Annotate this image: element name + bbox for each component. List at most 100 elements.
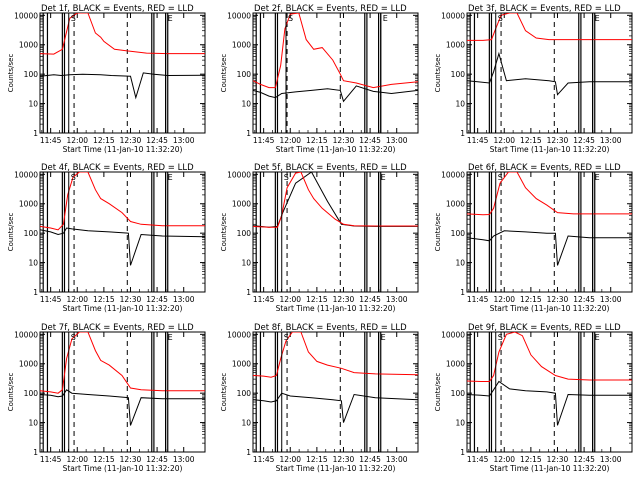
panel-title: Det 3f, BLACK = Events, RED = LLD [468, 4, 621, 14]
panel-title: Det 8f, BLACK = Events, RED = LLD [254, 323, 407, 333]
marker-label: E [595, 173, 600, 182]
y-axis-label: Counts/sec [434, 213, 442, 252]
y-tick-label: 1000 [232, 41, 251, 50]
x-tick-label: 11:45 [40, 455, 62, 464]
y-tick-label: 10 [28, 419, 38, 428]
y-tick-label: 100 [451, 70, 466, 79]
x-tick-label: 11:45 [467, 295, 489, 304]
y-tick-label: 10 [455, 259, 465, 268]
panel-title: Det 1f, BLACK = Events, RED = LLD [41, 4, 194, 14]
y-tick-label: 10000 [227, 11, 251, 20]
panel-title: Det 5f, BLACK = Events, RED = LLD [254, 163, 407, 173]
x-axis-label: Start Time (11-Jan-10 11:32:20) [490, 464, 610, 473]
x-axis-label: Start Time (11-Jan-10 11:32:20) [63, 464, 183, 473]
x-tick-label: 13:00 [173, 295, 195, 304]
panel-title: Det 7f, BLACK = Events, RED = LLD [41, 323, 194, 333]
x-tick-label: 11:45 [467, 136, 489, 145]
plot-area [253, 332, 418, 452]
marker-label: S [71, 173, 76, 182]
detector-panel-5: Det 5f, BLACK = Events, RED = LLD 1 10 100 1… [220, 163, 419, 313]
x-tick-label: 12:30 [547, 295, 569, 304]
x-tick-label: 12:15 [306, 455, 328, 464]
y-tick-label: 1 [460, 129, 465, 138]
x-axis-label: Start Time (11-Jan-10 11:32:20) [490, 145, 610, 154]
series-line-events [253, 85, 418, 103]
series-line-events [467, 380, 632, 426]
y-tick-label: 1 [246, 129, 251, 138]
marker-label: S [71, 333, 76, 342]
y-axis-label: Counts/sec [220, 213, 228, 252]
y-tick-label: 10 [28, 259, 38, 268]
plot-area [253, 13, 418, 133]
x-tick-label: 12:30 [333, 295, 355, 304]
plot-frame [252, 331, 419, 453]
x-tick-label: 13:00 [600, 455, 622, 464]
y-tick-label: 10 [241, 419, 251, 428]
x-tick-label: 12:15 [520, 136, 542, 145]
marker-label: E [168, 14, 173, 23]
plot-frame [39, 12, 206, 134]
plot-frame [39, 331, 206, 453]
series-line-events [40, 72, 205, 100]
plot-frame [466, 12, 633, 134]
x-tick-label: 12:00 [66, 295, 88, 304]
marker-label: S [498, 14, 503, 23]
y-tick-label: 1 [460, 448, 465, 457]
y-tick-label: 100 [451, 389, 466, 398]
marker-label: S [498, 333, 503, 342]
y-tick-label: 1 [33, 129, 38, 138]
plot-frame [39, 171, 206, 293]
y-axis-label: Counts/sec [434, 373, 442, 412]
marker-label: S [71, 14, 76, 23]
y-tick-label: 100 [24, 70, 39, 79]
x-tick-label: 12:00 [493, 455, 515, 464]
x-axis-label: Start Time (11-Jan-10 11:32:20) [276, 464, 396, 473]
x-axis-label: Start Time (11-Jan-10 11:32:20) [63, 145, 183, 154]
series-line-events [467, 230, 632, 266]
x-tick-label: 12:30 [120, 295, 142, 304]
plot-area [467, 13, 632, 133]
x-axis-label: Start Time (11-Jan-10 11:32:20) [276, 304, 396, 313]
marker-label: E [381, 333, 386, 342]
series-line-events [253, 392, 418, 423]
x-tick-label: 11:45 [40, 295, 62, 304]
y-tick-label: 100 [24, 229, 39, 238]
y-tick-label: 1000 [232, 360, 251, 369]
series-line-events [40, 389, 205, 426]
x-tick-label: 12:30 [547, 455, 569, 464]
x-tick-label: 13:00 [386, 136, 408, 145]
x-tick-label: 12:15 [306, 295, 328, 304]
x-axis-label: Start Time (11-Jan-10 11:32:20) [490, 304, 610, 313]
y-tick-label: 100 [237, 70, 252, 79]
series-line-events [40, 227, 205, 266]
x-tick-label: 11:45 [253, 455, 275, 464]
x-tick-label: 13:00 [600, 295, 622, 304]
x-tick-label: 12:15 [93, 455, 115, 464]
y-tick-label: 100 [24, 389, 39, 398]
x-tick-label: 12:45 [359, 455, 381, 464]
y-tick-label: 10000 [441, 170, 465, 179]
x-tick-label: 12:15 [520, 295, 542, 304]
series-line-lld [467, 332, 632, 382]
y-axis-label: Counts/sec [7, 373, 15, 412]
y-tick-label: 1 [33, 288, 38, 297]
detector-panel-2: Det 2f, BLACK = Events, RED = LLD 1 10 100 1… [220, 4, 419, 154]
x-tick-label: 12:45 [359, 295, 381, 304]
panel-title: Det 6f, BLACK = Events, RED = LLD [468, 163, 621, 173]
x-tick-label: 12:00 [493, 295, 515, 304]
y-tick-label: 10000 [14, 170, 38, 179]
y-tick-label: 1 [33, 448, 38, 457]
y-tick-label: 10 [28, 100, 38, 109]
x-tick-label: 11:45 [40, 136, 62, 145]
x-tick-label: 12:45 [573, 295, 595, 304]
detector-panel-1: Det 1f, BLACK = Events, RED = LLD 1 10 100 1… [7, 4, 206, 154]
y-tick-label: 10 [455, 419, 465, 428]
y-tick-label: 10000 [227, 330, 251, 339]
x-tick-label: 12:30 [333, 455, 355, 464]
y-tick-label: 10000 [14, 11, 38, 20]
marker-label: E [595, 333, 600, 342]
x-tick-label: 12:00 [66, 136, 88, 145]
marker-label: E [168, 333, 173, 342]
x-tick-label: 12:45 [146, 295, 168, 304]
y-tick-label: 1 [246, 448, 251, 457]
